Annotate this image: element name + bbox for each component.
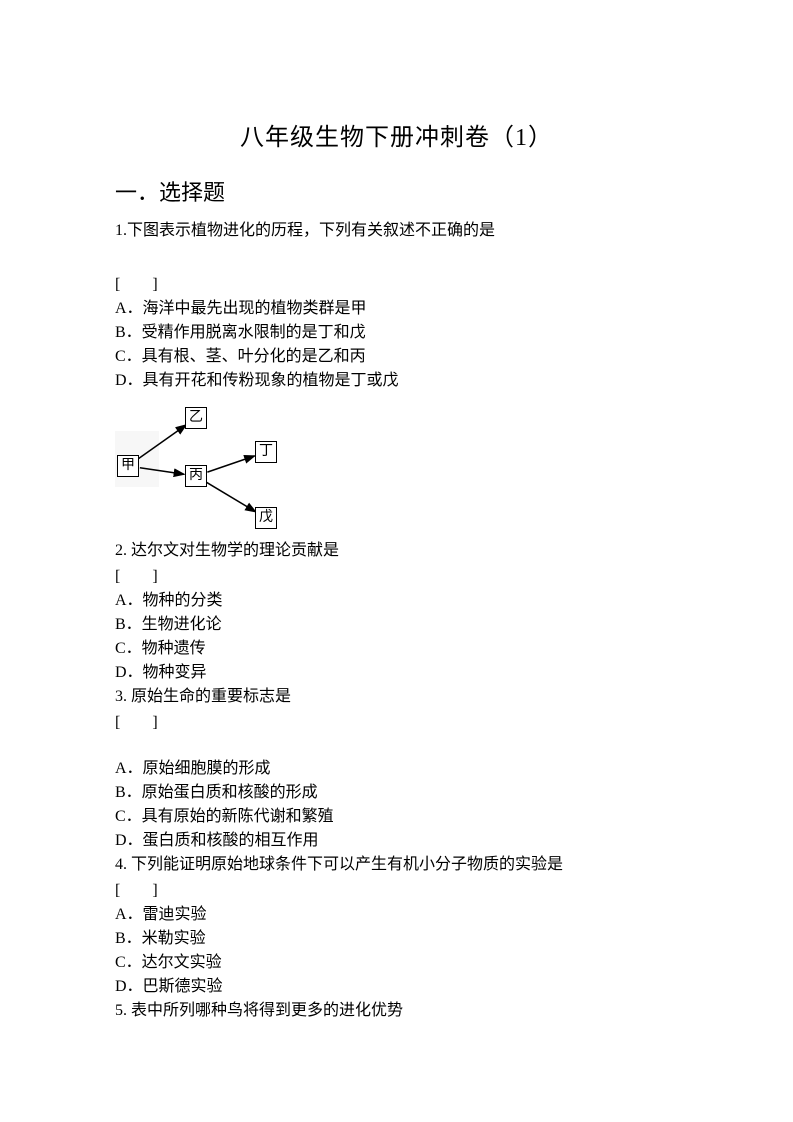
diagram-node-jia: 甲 [117, 455, 139, 477]
diagram-node-bing: 丙 [185, 465, 207, 487]
q3-bracket: [ ] [115, 711, 678, 735]
q1-bracket: [ ] [115, 273, 678, 297]
diagram-node-ding: 丁 [255, 441, 277, 463]
q4-option-b: B．米勒实验 [115, 927, 678, 951]
q1-stem: 1.下图表示植物进化的历程，下列有关叙述不正确的是 [115, 219, 678, 243]
q5-stem: 5. 表中所列哪种鸟将得到更多的进化优势 [115, 999, 678, 1023]
q2-option-c: C．物种遗传 [115, 637, 678, 661]
q3-option-a: A．原始细胞膜的形成 [115, 757, 678, 781]
q2-bracket: [ ] [115, 565, 678, 589]
q2-option-b: B．生物进化论 [115, 613, 678, 637]
q4-stem: 4. 下列能证明原始地球条件下可以产生有机小分子物质的实验是 [115, 853, 678, 877]
q2-stem: 2. 达尔文对生物学的理论贡献是 [115, 539, 678, 563]
q3-option-c: C．具有原始的新陈代谢和繁殖 [115, 805, 678, 829]
q1-option-d: D．具有开花和传粉现象的植物是丁或戊 [115, 369, 678, 393]
q2-option-d: D．物种变异 [115, 661, 678, 685]
q1-option-c: C．具有根、茎、叶分化的是乙和丙 [115, 345, 678, 369]
page-title: 八年级生物下册冲刺卷（1） [115, 120, 678, 156]
q4-option-c: C．达尔文实验 [115, 951, 678, 975]
q4-option-a: A．雷迪实验 [115, 903, 678, 927]
diagram-node-yi: 乙 [185, 407, 207, 429]
diagram-node-wu: 戊 [255, 507, 277, 529]
q1-option-b: B．受精作用脱离水限制的是丁和戊 [115, 321, 678, 345]
section-header: 一．选择题 [115, 176, 678, 209]
q3-option-b: B．原始蛋白质和核酸的形成 [115, 781, 678, 805]
q4-bracket: [ ] [115, 879, 678, 903]
q2-option-a: A．物种的分类 [115, 589, 678, 613]
q1-option-a: A．海洋中最先出现的植物类群是甲 [115, 297, 678, 321]
q1-diagram: 甲 乙丙 丁戊 [115, 399, 295, 535]
q4-option-d: D．巴斯德实验 [115, 975, 678, 999]
q3-stem: 3. 原始生命的重要标志是 [115, 685, 678, 709]
q3-option-d: D．蛋白质和核酸的相互作用 [115, 829, 678, 853]
